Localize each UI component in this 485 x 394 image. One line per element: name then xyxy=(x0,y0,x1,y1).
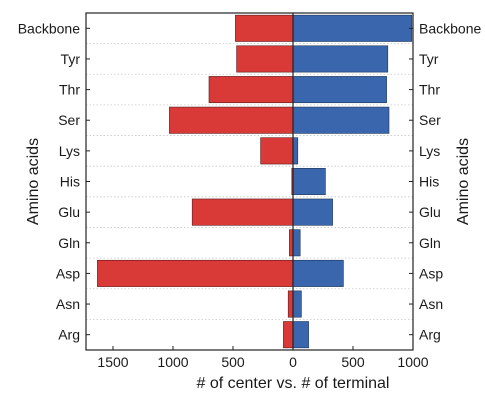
x-tick-label: 500 xyxy=(221,354,245,370)
y-tick-label-right: Asp xyxy=(419,265,443,281)
y-tick-label-left: Arg xyxy=(58,327,80,343)
bar-right-asn xyxy=(292,290,302,318)
y-tick-label-right: His xyxy=(419,174,439,190)
y-axis-left-title: Amino acids xyxy=(25,138,42,225)
bar-right-thr xyxy=(292,76,387,104)
y-axis-right-title: Amino acids xyxy=(455,138,472,225)
y-tick-label-left: Asn xyxy=(56,296,80,312)
bar-right-gln xyxy=(292,229,301,257)
y-tick-label-right: Asn xyxy=(419,296,443,312)
y-tick-label-right: Backbone xyxy=(419,20,481,36)
y-tick-label-right: Glu xyxy=(419,204,441,220)
bar-right-his xyxy=(292,168,326,195)
y-tick-label-left: Thr xyxy=(59,82,80,98)
y-tick-label-left: Glu xyxy=(58,204,80,220)
y-tick-label-left: His xyxy=(60,174,80,190)
y-tick-label-right: Lys xyxy=(419,143,440,159)
bar-right-arg xyxy=(292,321,309,349)
bar-left-tyr xyxy=(236,45,294,73)
bar-right-tyr xyxy=(292,45,389,73)
x-axis-title: # of center vs. # of terminal xyxy=(197,375,390,392)
x-tick-label: 1500 xyxy=(97,354,128,370)
bar-left-ser xyxy=(169,106,294,134)
x-tick-label: 0 xyxy=(289,354,297,370)
bar-left-asp xyxy=(97,259,294,287)
bar-left-arg xyxy=(283,321,294,349)
bar-left-backbone xyxy=(235,14,294,42)
bar-left-glu xyxy=(191,198,294,226)
y-tick-label-right: Arg xyxy=(419,327,441,343)
bar-left-thr xyxy=(208,76,294,104)
y-axis-left-labels: Backbone Tyr Thr Ser Lys His Glu Gln Asp Asn Arg xyxy=(18,20,90,343)
bar-right-lys xyxy=(292,137,299,165)
y-tick-label-left: Lys xyxy=(59,143,80,159)
x-tick-label: 500 xyxy=(341,354,365,370)
y-tick-label-left: Gln xyxy=(58,235,80,251)
y-tick-label-right: Thr xyxy=(419,82,440,98)
y-tick-label-right: Gln xyxy=(419,235,441,251)
bar-left-lys xyxy=(260,137,294,165)
bar-right-ser xyxy=(292,106,390,134)
y-tick-label-left: Asp xyxy=(56,265,80,281)
bar-right-glu xyxy=(292,198,333,226)
bar-right-backbone xyxy=(292,14,413,42)
y-tick-label-right: Tyr xyxy=(419,51,439,67)
bar-right-asp xyxy=(292,259,344,287)
y-tick-label-left: Tyr xyxy=(61,51,81,67)
y-axis-right-labels: Backbone Tyr Thr Ser Lys His Glu Gln Asp Asn Arg xyxy=(409,20,481,343)
y-tick-label-right: Ser xyxy=(419,112,441,128)
bars xyxy=(97,14,413,349)
y-tick-label-left: Backbone xyxy=(18,20,80,36)
x-tick-label: 1000 xyxy=(397,354,428,370)
y-tick-label-left: Ser xyxy=(58,112,80,128)
x-axis-ticks: 1500 1000 500 0 500 1000 xyxy=(97,346,429,370)
x-tick-label: 1000 xyxy=(157,354,188,370)
bar-left-asn xyxy=(287,290,294,318)
